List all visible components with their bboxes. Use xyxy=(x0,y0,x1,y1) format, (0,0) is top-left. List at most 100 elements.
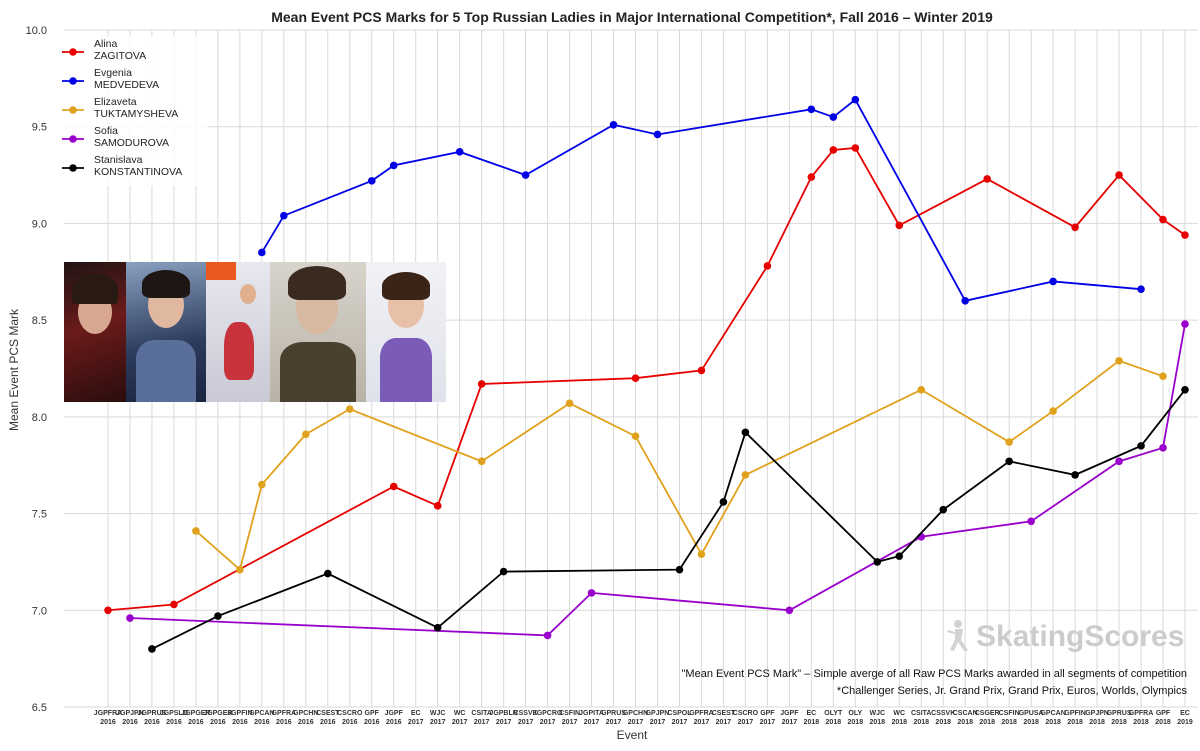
x-tick-label: EC xyxy=(411,710,421,717)
data-point xyxy=(1159,444,1167,452)
data-point xyxy=(433,623,442,632)
x-tick-label: WC xyxy=(893,710,905,717)
data-point xyxy=(763,262,772,270)
data-point xyxy=(170,600,178,609)
y-tick-label: 7.5 xyxy=(32,509,47,521)
x-tick-label: GPCHN xyxy=(623,710,648,717)
x-tick-year: 2016 xyxy=(254,719,270,726)
x-tick-label: OLYT xyxy=(824,710,843,717)
x-tick-year: 2018 xyxy=(1067,719,1083,726)
data-point xyxy=(1159,215,1167,224)
data-point xyxy=(1049,277,1057,286)
data-point xyxy=(1115,457,1123,466)
x-tick-label: JGPCRO xyxy=(533,710,563,717)
x-tick-year: 2016 xyxy=(232,719,248,726)
data-point xyxy=(895,552,904,560)
x-tick-label: GPF xyxy=(365,710,380,717)
x-tick-label: GPFRA xyxy=(272,710,297,717)
x-tick-label: CSCRO xyxy=(733,710,759,717)
x-tick-year: 2017 xyxy=(452,719,468,726)
data-point xyxy=(609,120,618,129)
data-point xyxy=(697,366,706,375)
data-point xyxy=(521,171,530,179)
x-tick-label: GPCAN xyxy=(1040,710,1065,717)
data-point xyxy=(455,148,464,156)
data-point xyxy=(939,505,948,514)
x-tick-label: CSITA xyxy=(911,710,931,717)
data-point xyxy=(214,612,222,620)
data-point xyxy=(719,498,728,506)
x-tick-label: JGPF xyxy=(780,710,799,717)
x-tick-label: JGPGER xyxy=(181,710,210,717)
x-tick-year: 2016 xyxy=(144,719,160,726)
legend-label: SAMODUROVA xyxy=(94,137,169,149)
x-tick-year: 2017 xyxy=(584,719,600,726)
x-tick-label: GPF xyxy=(1156,710,1171,717)
y-tick-label: 10.0 xyxy=(26,25,47,37)
data-point xyxy=(1049,407,1057,415)
watermark-text: SkatingScores xyxy=(976,620,1184,653)
series-3 xyxy=(126,320,1189,640)
x-tick-year: 2017 xyxy=(540,719,556,726)
figure-skater-icon xyxy=(947,620,968,652)
data-point xyxy=(983,175,991,183)
data-point xyxy=(1005,438,1013,446)
x-tick-year: 2017 xyxy=(408,719,424,726)
data-point xyxy=(543,631,552,640)
x-tick-year: 2016 xyxy=(342,719,358,726)
data-point xyxy=(389,482,398,491)
y-axis-ticks: 6.5 7.0 7.5 8.0 8.5 9.0 9.5 10.0 xyxy=(26,25,47,714)
x-tick-label: CSGER xyxy=(975,710,1000,717)
x-tick-year: 2018 xyxy=(1001,719,1017,726)
data-point xyxy=(653,130,662,139)
x-tick-label: GPFRA xyxy=(1129,710,1154,717)
data-point xyxy=(433,502,442,510)
data-point xyxy=(477,380,486,388)
x-tick-label: CSEST xyxy=(712,710,736,717)
skater-photo-1 xyxy=(64,262,126,402)
x-tick-label: GPJPN xyxy=(646,710,670,717)
x-tick-year: 2016 xyxy=(166,719,182,726)
x-tick-label: CSCRO xyxy=(337,710,363,717)
data-point xyxy=(1137,285,1145,293)
data-point xyxy=(1181,231,1189,239)
x-tick-label: CSPOL xyxy=(667,710,692,717)
x-tick-year: 2017 xyxy=(562,719,578,726)
x-tick-label: JGPFRA xyxy=(94,710,122,717)
data-point xyxy=(367,177,376,185)
annotation-footnote: *Challenger Series, Jr. Grand Prix, Gran… xyxy=(837,685,1188,697)
legend-swatch-marker xyxy=(69,106,77,114)
x-tick-year: 2017 xyxy=(694,719,710,726)
data-point xyxy=(104,606,112,615)
data-point xyxy=(345,405,354,413)
data-point xyxy=(851,144,860,152)
x-tick-year: 2017 xyxy=(606,719,622,726)
x-tick-label: OLY xyxy=(848,710,862,717)
x-tick-year: 2017 xyxy=(496,719,512,726)
x-tick-year: 2017 xyxy=(628,719,644,726)
legend-label: Evgenia xyxy=(94,67,132,79)
x-tick-year: 2016 xyxy=(122,719,138,726)
x-tick-label: GPCAN xyxy=(249,710,274,717)
x-tick-year: 2018 xyxy=(891,719,907,726)
data-point xyxy=(785,606,794,615)
data-point xyxy=(741,428,750,437)
x-tick-label: CSSVK xyxy=(931,710,955,717)
x-tick-year: 2017 xyxy=(672,719,688,726)
x-tick-year: 2016 xyxy=(364,719,380,726)
x-tick-label: JGPFIN xyxy=(227,710,252,717)
legend-label: MEDVEDEVA xyxy=(94,79,159,91)
data-point xyxy=(1005,457,1013,466)
data-point xyxy=(675,565,684,574)
y-tick-label: 7.0 xyxy=(32,605,47,617)
x-tick-year: 2018 xyxy=(1133,719,1149,726)
y-axis-label: Mean Event PCS Mark xyxy=(7,308,21,431)
data-point xyxy=(697,550,706,558)
data-point xyxy=(631,432,640,441)
x-tick-label: WJC xyxy=(430,710,446,717)
x-tick-label: CSEST xyxy=(316,710,340,717)
data-point xyxy=(236,565,244,574)
data-point xyxy=(565,399,574,408)
x-tick-label: WJC xyxy=(870,710,886,717)
legend-label: Alina xyxy=(94,38,118,50)
